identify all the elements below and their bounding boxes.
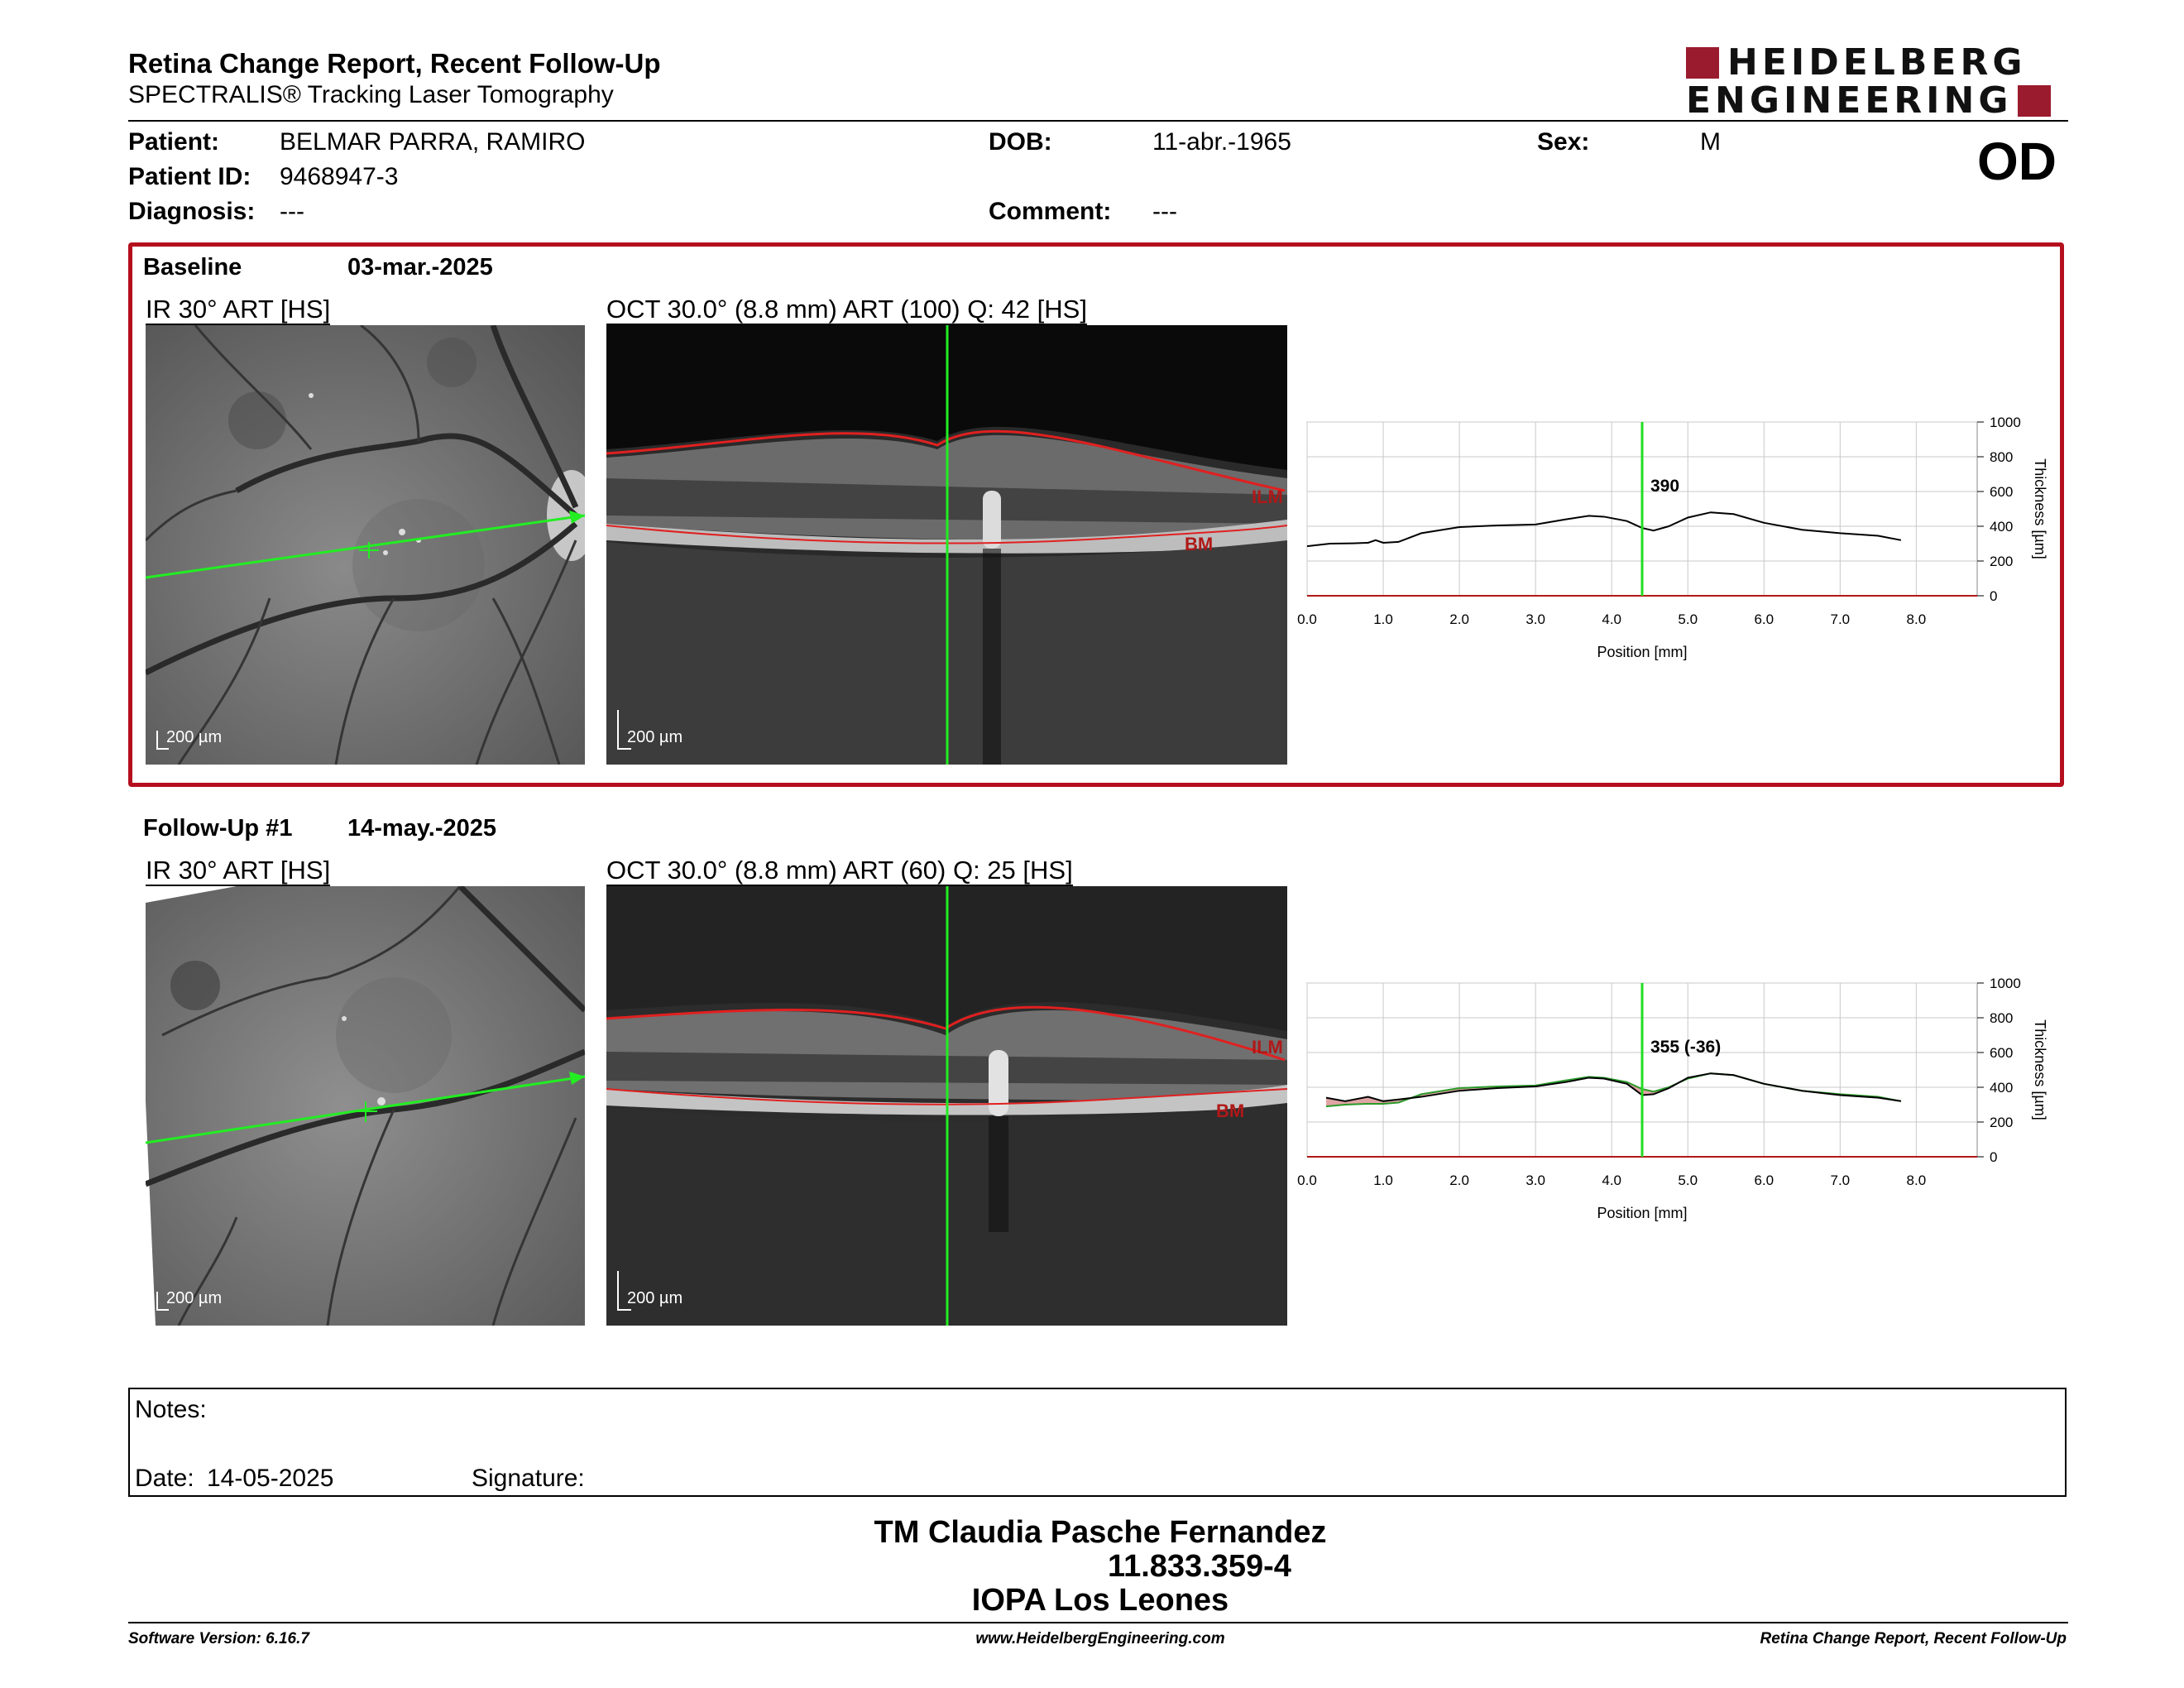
sex-value: M — [1700, 128, 1721, 156]
baseline-ir-title: IR 30° ART [HS] — [146, 295, 331, 325]
notes-date: 14-05-2025 — [207, 1465, 334, 1492]
heidelberg-logo: HEIDELBERG ENGINEERING — [1686, 45, 2067, 119]
comment-label: Comment: — [989, 198, 1112, 225]
followup-oct-scale: 200 µm — [627, 1289, 683, 1307]
signature-label: Signature: — [472, 1465, 585, 1492]
y-tick-label: 800 — [1990, 1010, 2013, 1026]
y-tick-label: 200 — [1990, 554, 2013, 569]
baseline-thickness-chart: 0.0 1.0 2.0 3.0 4.0 5.0 6.0 7.0 8.0 0 200 400 600 800… — [1297, 415, 2048, 660]
patient-name: BELMAR PARRA, RAMIRO — [280, 128, 586, 156]
website-link[interactable]: www.HeidelbergEngineering.com — [975, 1630, 1225, 1647]
comment-value: --- — [1152, 198, 1177, 225]
x-tick-label: 4.0 — [1602, 1172, 1621, 1188]
baseline-label: Baseline — [143, 254, 242, 281]
followup-ilm-label: ILM — [1252, 1037, 1283, 1057]
y-tick-label: 400 — [1990, 1080, 2013, 1096]
x-tick-label: 7.0 — [1830, 1172, 1850, 1188]
y-tick-label: 600 — [1990, 1045, 2013, 1061]
y-tick-label: 1000 — [1990, 415, 2021, 430]
followup-date: 14-may.-2025 — [347, 815, 497, 842]
report-subtitle: SPECTRALIS® Tracking Laser Tomography — [128, 81, 614, 108]
baseline-oct-scale: 200 µm — [627, 728, 683, 746]
y-tick-label: 0 — [1990, 588, 1997, 604]
thickness-line — [1306, 511, 1902, 548]
x-tick-label: 1.0 — [1373, 1172, 1393, 1188]
x-tick-label: 3.0 — [1525, 611, 1545, 627]
operator-name: TM Claudia Pasche Fernandez — [874, 1515, 1327, 1550]
report-title: Retina Change Report, Recent Follow-Up — [128, 48, 661, 79]
followup-bm-label: BM — [1216, 1101, 1245, 1121]
baseline-date: 03-mar.-2025 — [347, 254, 493, 281]
x-tick-label: 6.0 — [1754, 611, 1774, 627]
followup-thickness-line — [1325, 1072, 1902, 1102]
y-tick-label: 600 — [1990, 484, 2013, 500]
x-axis-label: Position [mm] — [1597, 644, 1687, 660]
x-tick-label: 2.0 — [1449, 1172, 1469, 1188]
y-tick-label: 0 — [1990, 1149, 1997, 1165]
y-tick-label: 200 — [1990, 1115, 2013, 1130]
followup-thickness-chart: 0.0 1.0 2.0 3.0 4.0 5.0 6.0 7.0 8.0 0 200 400 600 800… — [1297, 976, 2048, 1221]
software-version: Software Version: 6.16.7 — [128, 1630, 309, 1647]
y-tick-label: 1000 — [1990, 976, 2021, 991]
cursor-value-label: 390 — [1650, 477, 1679, 496]
x-axis-label: Position [mm] — [1597, 1205, 1687, 1221]
patient-name-label: Patient: — [128, 128, 220, 156]
cursor-value-label: 355 (-36) — [1650, 1038, 1721, 1057]
baseline-ir-image — [144, 324, 596, 765]
y-tick-label: 400 — [1990, 519, 2013, 535]
x-tick-label: 8.0 — [1907, 1172, 1927, 1188]
diagnosis-value: --- — [280, 198, 304, 225]
x-tick-label: 5.0 — [1678, 1172, 1698, 1188]
footer-rule — [128, 1622, 2068, 1623]
x-tick-label: 3.0 — [1525, 1172, 1545, 1188]
x-tick-label: 0.0 — [1297, 1172, 1317, 1188]
baseline-section — [128, 242, 2064, 787]
baseline-bm-label: BM — [1185, 534, 1214, 554]
notes-date-label: Date: — [135, 1465, 194, 1492]
diagnosis-label: Diagnosis: — [128, 198, 256, 225]
footer-report-name: Retina Change Report, Recent Follow-Up — [1760, 1630, 2067, 1647]
notes-label: Notes: — [135, 1396, 207, 1423]
x-tick-label: 7.0 — [1830, 611, 1850, 627]
x-tick-label: 1.0 — [1373, 611, 1393, 627]
dob-value: 11-abr.-1965 — [1152, 128, 1291, 156]
patient-id: 9468947-3 — [280, 163, 399, 190]
followup-ir-title: IR 30° ART [HS] — [146, 856, 331, 886]
operator-place: IOPA Los Leones — [971, 1583, 1229, 1618]
followup-ir-scale: 200 µm — [166, 1289, 223, 1307]
patient-id-label: Patient ID: — [128, 163, 251, 190]
operator-id: 11.833.359-4 — [1108, 1549, 1291, 1584]
dob-label: DOB: — [989, 128, 1052, 156]
x-tick-label: 2.0 — [1449, 611, 1469, 627]
y-tick-label: 800 — [1990, 449, 2013, 465]
notes-box — [128, 1388, 2067, 1497]
x-tick-label: 6.0 — [1754, 1172, 1774, 1188]
x-tick-label: 5.0 — [1678, 611, 1698, 627]
followup-label: Follow-Up #1 — [143, 815, 293, 842]
followup-ir-image — [144, 884, 587, 1326]
header-rule — [128, 120, 2068, 122]
baseline-ir-scale: 200 µm — [166, 728, 223, 746]
baseline-ilm-label: ILM — [1252, 487, 1283, 507]
y-axis-label: Thickness [µm] — [2032, 458, 2048, 559]
followup-oct-title: OCT 30.0° (8.8 mm) ART (60) Q: 25 [HS] — [606, 856, 1073, 886]
baseline-oct-title: OCT 30.0° (8.8 mm) ART (100) Q: 42 [HS] — [606, 295, 1087, 325]
x-tick-label: 0.0 — [1297, 611, 1317, 627]
eye-indicator: OD — [1977, 132, 2057, 191]
baseline-oct-image — [606, 325, 1288, 765]
y-axis-label: Thickness [µm] — [2032, 1019, 2048, 1120]
followup-oct-image — [606, 886, 1288, 1326]
x-tick-label: 8.0 — [1907, 611, 1927, 627]
sex-label: Sex: — [1537, 128, 1590, 156]
x-tick-label: 4.0 — [1602, 611, 1621, 627]
